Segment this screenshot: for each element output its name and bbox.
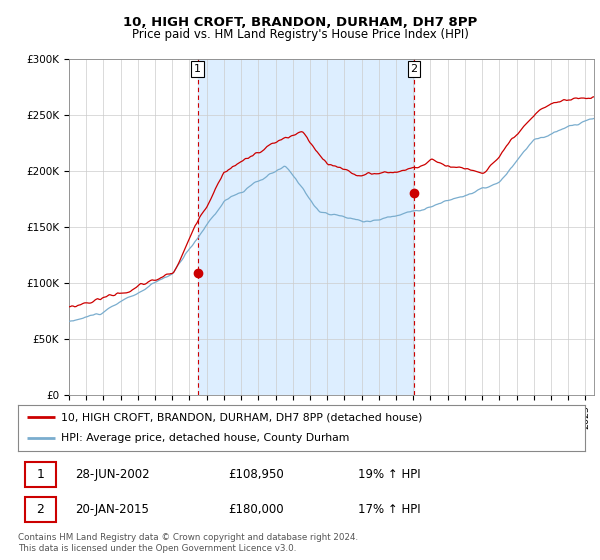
- Text: £180,000: £180,000: [228, 503, 283, 516]
- Text: HPI: Average price, detached house, County Durham: HPI: Average price, detached house, Coun…: [61, 433, 349, 444]
- Text: Contains HM Land Registry data © Crown copyright and database right 2024.
This d: Contains HM Land Registry data © Crown c…: [18, 533, 358, 553]
- Text: 10, HIGH CROFT, BRANDON, DURHAM, DH7 8PP (detached house): 10, HIGH CROFT, BRANDON, DURHAM, DH7 8PP…: [61, 412, 422, 422]
- Text: Price paid vs. HM Land Registry's House Price Index (HPI): Price paid vs. HM Land Registry's House …: [131, 28, 469, 41]
- Text: £108,950: £108,950: [228, 468, 284, 481]
- Text: 28-JUN-2002: 28-JUN-2002: [75, 468, 149, 481]
- FancyBboxPatch shape: [25, 497, 56, 522]
- Text: 17% ↑ HPI: 17% ↑ HPI: [358, 503, 421, 516]
- FancyBboxPatch shape: [25, 462, 56, 487]
- Text: 1: 1: [36, 468, 44, 481]
- Text: 20-JAN-2015: 20-JAN-2015: [75, 503, 149, 516]
- Text: 2: 2: [36, 503, 44, 516]
- Text: 10, HIGH CROFT, BRANDON, DURHAM, DH7 8PP: 10, HIGH CROFT, BRANDON, DURHAM, DH7 8PP: [123, 16, 477, 29]
- Bar: [198, 59, 414, 395]
- Text: 2: 2: [410, 64, 418, 74]
- Text: 1: 1: [194, 64, 201, 74]
- Text: 19% ↑ HPI: 19% ↑ HPI: [358, 468, 421, 481]
